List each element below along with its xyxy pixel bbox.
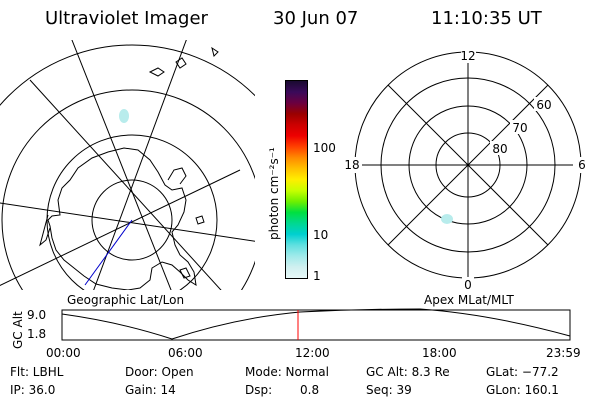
- colorbar-gradient: [286, 81, 307, 278]
- lon-line: [29, 79, 222, 290]
- glat-status: GLat: −77.2: [486, 365, 559, 379]
- geographic-map: [0, 40, 255, 290]
- coastline: [39, 214, 51, 247]
- altitude-xtick-0600: 06:00: [168, 346, 203, 360]
- ip-status: IP: 36.0: [10, 383, 56, 397]
- lat-circle: [91, 179, 173, 261]
- aurora-patch: [119, 109, 129, 123]
- mlat-mlt-polar-plot: 12 18 6 0 60 70 80: [342, 49, 589, 290]
- gain-status: Gain: 14: [125, 383, 176, 397]
- altitude-xtick-0000: 00:00: [46, 346, 81, 360]
- instrument-title: Ultraviolet Imager: [45, 8, 208, 29]
- colorbar-tick-1: 1: [313, 269, 321, 283]
- altitude-xtick-2359: 23:59: [546, 346, 581, 360]
- geographic-caption: Geographic Lat/Lon: [67, 293, 185, 307]
- mlt-line: [387, 84, 549, 246]
- mlt-label-6: 6: [578, 158, 586, 172]
- lat-circle: [0, 44, 255, 106]
- mlat-label-60: 60: [536, 98, 551, 112]
- track-line: [84, 219, 133, 286]
- altitude-plot: [61, 308, 571, 341]
- altitude-xtick-1800: 18:00: [422, 346, 457, 360]
- lon-line: [71, 40, 172, 290]
- altitude-ytick-min: 1.8: [27, 327, 47, 341]
- dsp-value: 0.8: [300, 383, 320, 397]
- mode-status: Mode: Normal: [245, 365, 329, 379]
- mlt-label-12: 12: [460, 49, 475, 63]
- lat-circle: [1, 89, 255, 290]
- coastline: [175, 57, 187, 69]
- mlat-label-80: 80: [492, 142, 507, 156]
- date-label: 30 Jun 07: [273, 8, 359, 29]
- coastline: [179, 267, 191, 279]
- altitude-ylabel: GC Alt: [11, 311, 25, 349]
- mlat-label-70: 70: [512, 121, 527, 135]
- gc-alt-status: GC Alt: 8.3 Re: [366, 365, 450, 379]
- apex-caption: Apex MLat/MLT: [424, 293, 514, 307]
- coastline: [211, 46, 219, 57]
- door-status: Door: Open: [125, 365, 194, 379]
- altitude-curve: [61, 308, 571, 340]
- coastline: [47, 147, 197, 290]
- coastline: [167, 167, 187, 185]
- aurora-patch: [441, 214, 453, 224]
- coastline: [195, 215, 205, 225]
- glon-status: GLon: 160.1: [486, 383, 559, 397]
- filter-status: Flt: LBHL: [10, 365, 64, 379]
- seq-status: Seq: 39: [366, 383, 412, 397]
- lon-line: [0, 169, 241, 286]
- altitude-xtick-1200: 12:00: [295, 346, 330, 360]
- altitude-ytick-max: 9.0: [27, 308, 47, 322]
- time-label: 11:10:35 UT: [431, 8, 542, 29]
- colorbar-tick-100: 100: [313, 141, 336, 155]
- mlt-label-0: 0: [464, 278, 472, 290]
- dsp-label: Dsp:: [245, 383, 273, 397]
- mlt-label-18: 18: [344, 158, 359, 172]
- colorbar: [285, 80, 308, 279]
- lon-line: [93, 40, 187, 290]
- colorbar-label: photon cm⁻²s⁻¹: [267, 147, 281, 240]
- colorbar-tick-10: 10: [313, 228, 329, 242]
- coastline: [148, 67, 165, 77]
